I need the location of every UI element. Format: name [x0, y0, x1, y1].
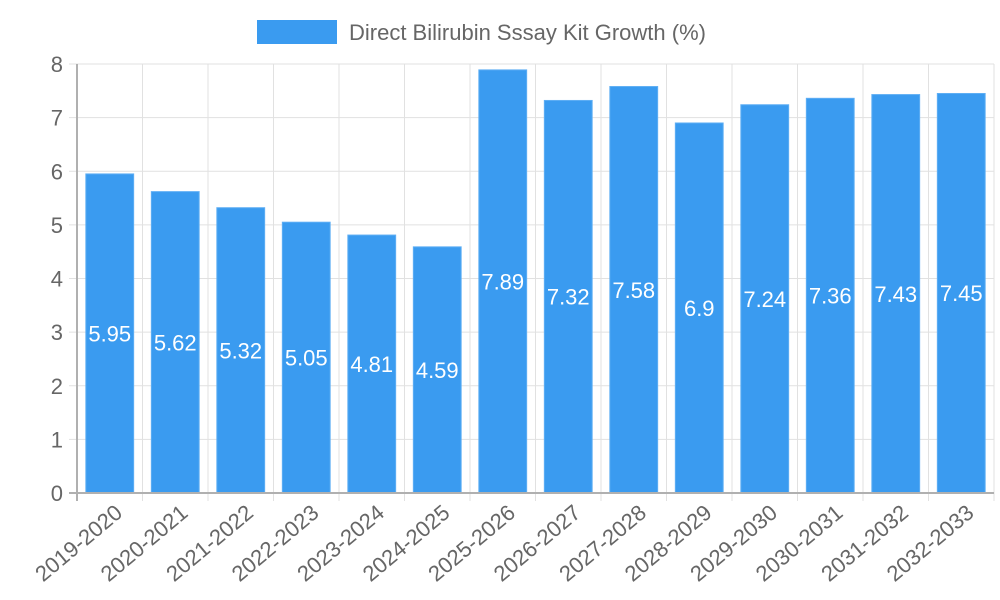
- bar-value-label: 5.62: [154, 330, 197, 355]
- y-tick-label: 0: [51, 481, 63, 506]
- legend-swatch: [257, 20, 337, 44]
- axes: [69, 64, 994, 501]
- bar-value-label: 7.43: [874, 282, 917, 307]
- legend-label: Direct Bilirubin Sssay Kit Growth (%): [349, 20, 706, 45]
- bar[interactable]: [216, 207, 266, 494]
- bar-value-label: 7.58: [612, 278, 655, 303]
- legend[interactable]: Direct Bilirubin Sssay Kit Growth (%): [257, 20, 706, 45]
- bar-value-label: 6.9: [684, 296, 715, 321]
- bar-value-label: 7.36: [809, 284, 852, 309]
- bar-value-label: 7.24: [743, 287, 786, 312]
- grid-lines: [69, 63, 995, 501]
- bar[interactable]: [740, 104, 790, 494]
- y-tick-label: 6: [51, 159, 63, 184]
- bars: [85, 69, 986, 494]
- bar-value-label: 7.89: [481, 269, 524, 294]
- bar-value-label: 7.32: [547, 285, 590, 310]
- data-labels: 5.95 5.62 5.32 5.05 4.81 4.59 7.89 7.32 7.58 6.9 7…: [88, 269, 982, 382]
- bar[interactable]: [347, 234, 397, 494]
- y-tick-label: 7: [51, 106, 63, 131]
- y-tick-label: 4: [51, 267, 63, 292]
- bar[interactable]: [150, 191, 200, 494]
- x-axis-ticks: 2019-20202020-20212021-20222022-20232023…: [30, 500, 978, 587]
- bar-value-label: 4.59: [416, 358, 459, 383]
- bar[interactable]: [281, 221, 331, 494]
- bar-value-label: 5.32: [219, 338, 262, 363]
- y-tick-label: 3: [51, 320, 63, 345]
- y-tick-label: 8: [51, 52, 63, 77]
- bar-value-label: 5.95: [88, 321, 131, 346]
- y-tick-label: 1: [51, 427, 63, 452]
- bar[interactable]: [543, 99, 593, 494]
- y-tick-label: 2: [51, 374, 63, 399]
- bar-value-label: 7.45: [940, 281, 983, 306]
- bar[interactable]: [805, 97, 855, 494]
- bar[interactable]: [936, 92, 986, 494]
- y-axis-ticks: 0 1 2 3 4 5 6 7 8: [51, 52, 63, 506]
- bar[interactable]: [85, 173, 135, 494]
- bar-value-label: 4.81: [350, 352, 393, 377]
- bar[interactable]: [412, 246, 462, 494]
- bar[interactable]: [871, 94, 921, 494]
- y-tick-label: 5: [51, 213, 63, 238]
- bar-value-label: 5.05: [285, 346, 328, 371]
- bar[interactable]: [478, 69, 528, 494]
- bar[interactable]: [674, 122, 724, 494]
- bar[interactable]: [609, 86, 659, 494]
